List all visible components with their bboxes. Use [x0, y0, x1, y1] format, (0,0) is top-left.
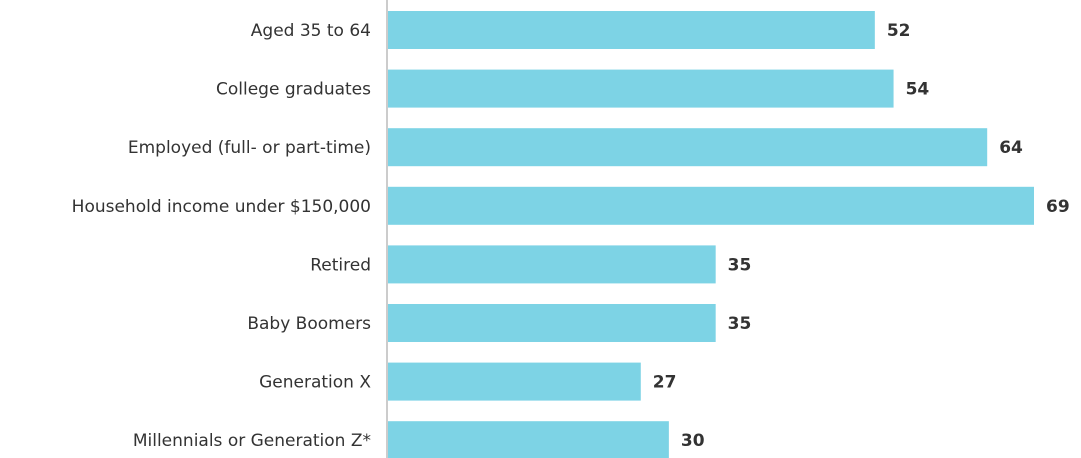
category-label: Generation X [259, 373, 371, 393]
bar [388, 304, 716, 342]
category-label: Retired [310, 255, 371, 275]
bar [388, 421, 669, 458]
category-label: Household income under $150,000 [72, 197, 371, 217]
bar [388, 186, 1034, 225]
category-label: College graduates [216, 80, 371, 100]
bar [388, 128, 988, 167]
value-label: 54 [906, 80, 930, 100]
category-label: Baby Boomers [247, 314, 371, 334]
value-label: 27 [653, 373, 677, 393]
value-label: 35 [728, 255, 752, 275]
category-label: Aged 35 to 64 [251, 21, 371, 41]
bar [388, 362, 641, 401]
category-label: Millennials or Generation Z* [133, 431, 371, 451]
value-label: 64 [999, 138, 1023, 158]
bar [388, 245, 716, 284]
bar [388, 11, 875, 49]
value-label: 30 [681, 431, 705, 451]
bar [388, 69, 894, 108]
value-label: 35 [728, 314, 752, 334]
value-label: 69 [1046, 197, 1070, 217]
category-label: Employed (full- or part-time) [128, 138, 371, 158]
value-label: 52 [887, 21, 911, 41]
